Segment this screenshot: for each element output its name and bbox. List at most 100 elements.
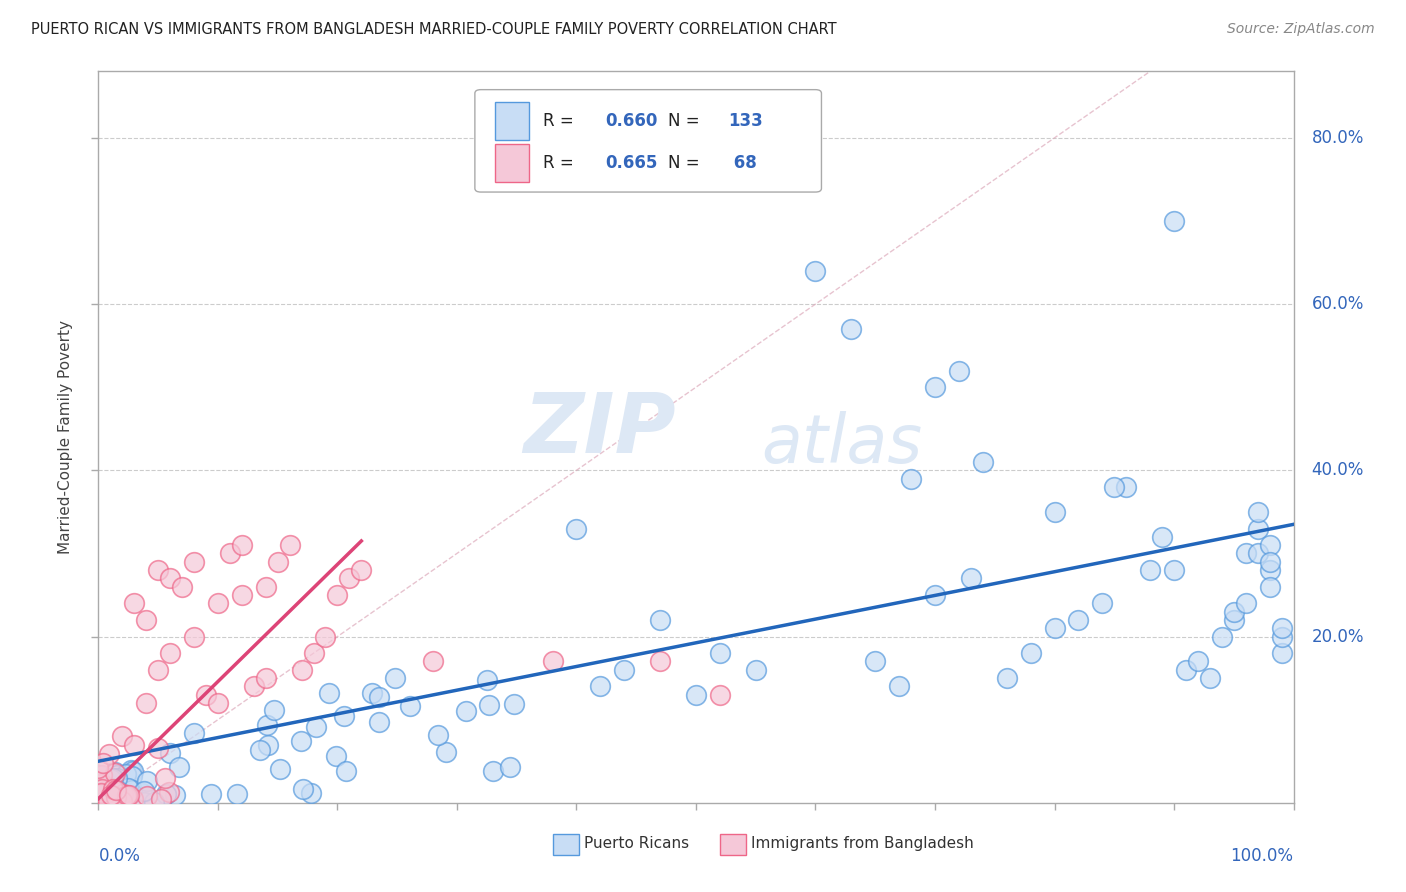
Point bbox=[105, 789, 128, 803]
Point bbox=[91, 756, 114, 771]
Point bbox=[121, 782, 143, 797]
Point bbox=[436, 745, 458, 759]
Point bbox=[398, 698, 420, 713]
Point bbox=[589, 680, 612, 694]
Point bbox=[350, 563, 373, 577]
Point bbox=[96, 786, 118, 800]
Text: 80.0%: 80.0% bbox=[1312, 128, 1364, 147]
Point bbox=[1271, 621, 1294, 635]
Point bbox=[1271, 630, 1294, 644]
Point bbox=[1223, 613, 1246, 627]
Point bbox=[101, 790, 124, 805]
Point bbox=[924, 588, 946, 602]
Point bbox=[105, 768, 128, 782]
Text: PUERTO RICAN VS IMMIGRANTS FROM BANGLADESH MARRIED-COUPLE FAMILY POVERTY CORRELA: PUERTO RICAN VS IMMIGRANTS FROM BANGLADE… bbox=[31, 22, 837, 37]
Point bbox=[94, 793, 117, 807]
Point bbox=[325, 749, 347, 764]
Text: 100.0%: 100.0% bbox=[1230, 847, 1294, 864]
Point bbox=[93, 782, 115, 797]
Point bbox=[1247, 521, 1270, 535]
Point bbox=[889, 680, 911, 694]
Point bbox=[94, 784, 117, 798]
Point bbox=[103, 788, 125, 802]
Point bbox=[360, 686, 382, 700]
Point bbox=[172, 580, 194, 594]
Point bbox=[96, 794, 118, 808]
Text: N =: N = bbox=[668, 153, 706, 172]
Point bbox=[565, 521, 588, 535]
Point bbox=[115, 794, 138, 808]
Point bbox=[1271, 646, 1294, 660]
Point bbox=[1258, 563, 1281, 577]
Point bbox=[105, 783, 128, 797]
Point bbox=[541, 655, 564, 669]
Point bbox=[1223, 605, 1246, 619]
Point bbox=[169, 760, 191, 774]
Point bbox=[368, 715, 391, 730]
Point bbox=[97, 795, 120, 809]
Point bbox=[207, 596, 229, 610]
Point bbox=[90, 788, 112, 802]
Text: 40.0%: 40.0% bbox=[1312, 461, 1364, 479]
Point bbox=[1067, 613, 1090, 627]
Y-axis label: Married-Couple Family Poverty: Married-Couple Family Poverty bbox=[58, 320, 73, 554]
Point bbox=[90, 784, 112, 798]
Point bbox=[200, 788, 222, 802]
Point bbox=[709, 646, 731, 660]
Point bbox=[339, 571, 361, 585]
Point bbox=[105, 783, 128, 797]
Point bbox=[183, 555, 205, 569]
Point bbox=[1211, 630, 1233, 644]
Point bbox=[157, 784, 180, 798]
Point bbox=[226, 788, 249, 802]
Point bbox=[148, 563, 170, 577]
Point bbox=[96, 789, 118, 804]
Point bbox=[98, 780, 121, 795]
Point bbox=[1115, 480, 1137, 494]
Point bbox=[135, 613, 157, 627]
Point bbox=[475, 673, 498, 688]
Point bbox=[183, 630, 205, 644]
Point bbox=[93, 779, 115, 793]
Point bbox=[97, 793, 120, 807]
Point bbox=[90, 777, 112, 791]
Bar bbox=[553, 833, 579, 855]
Point bbox=[94, 784, 117, 798]
Point bbox=[97, 793, 120, 807]
Point bbox=[1247, 546, 1270, 560]
Point bbox=[1152, 530, 1174, 544]
Point bbox=[291, 663, 314, 677]
Point bbox=[1043, 621, 1066, 635]
Point bbox=[318, 686, 340, 700]
Point bbox=[91, 781, 114, 796]
Point bbox=[1247, 505, 1270, 519]
Point bbox=[195, 688, 218, 702]
Point bbox=[90, 792, 112, 806]
Point bbox=[111, 794, 134, 808]
Point bbox=[995, 671, 1018, 685]
Point bbox=[111, 787, 134, 801]
Point bbox=[87, 761, 110, 775]
Point bbox=[121, 794, 143, 808]
Point bbox=[613, 663, 636, 677]
Point bbox=[183, 726, 205, 740]
Point bbox=[648, 613, 672, 627]
Text: Puerto Ricans: Puerto Ricans bbox=[583, 836, 689, 851]
Point bbox=[143, 795, 166, 809]
Point bbox=[709, 688, 731, 702]
Point bbox=[100, 788, 122, 802]
Point bbox=[104, 765, 127, 780]
Point bbox=[159, 746, 181, 760]
Point bbox=[112, 795, 135, 809]
Text: 0.665: 0.665 bbox=[605, 153, 658, 172]
Point bbox=[115, 767, 138, 781]
Point bbox=[948, 363, 970, 377]
Bar bbox=[495, 144, 529, 182]
Point bbox=[132, 795, 155, 809]
Point bbox=[481, 764, 503, 778]
Point bbox=[131, 786, 153, 800]
Bar bbox=[720, 833, 747, 855]
Point bbox=[115, 789, 138, 803]
Point bbox=[101, 787, 124, 801]
Point bbox=[900, 472, 922, 486]
